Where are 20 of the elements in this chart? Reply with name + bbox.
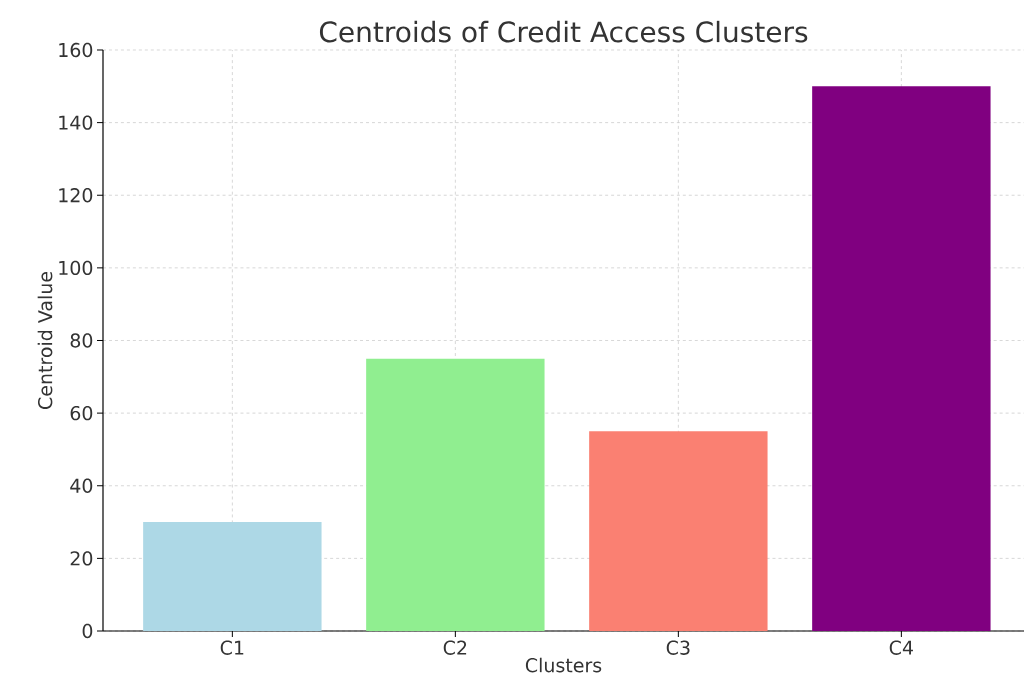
y-tick-label: 120 [59,188,93,203]
y-axis-title: Centroid Value [37,271,53,409]
y-tick-label: 80 [70,333,93,348]
y-tick-label: 100 [59,260,93,276]
y-tick-label: 60 [70,405,93,421]
y-tick-label: 20 [70,551,93,566]
x-axis-title: Clusters [525,657,602,673]
y-tick-label: 140 [59,115,93,130]
x-tick-label: C2 [443,640,467,655]
y-tick-label: 40 [70,478,93,493]
x-tick-label: C4 [889,640,913,655]
chart-title: Centroids of Credit Access Clusters [319,20,808,43]
x-tick-label: C3 [666,640,690,655]
bar [143,522,322,631]
bar [589,431,768,631]
y-tick-label: 0 [82,623,93,639]
bar [366,358,545,631]
y-tick-label: 160 [59,42,93,58]
bar [812,86,991,631]
x-tick-label: C1 [220,640,244,655]
